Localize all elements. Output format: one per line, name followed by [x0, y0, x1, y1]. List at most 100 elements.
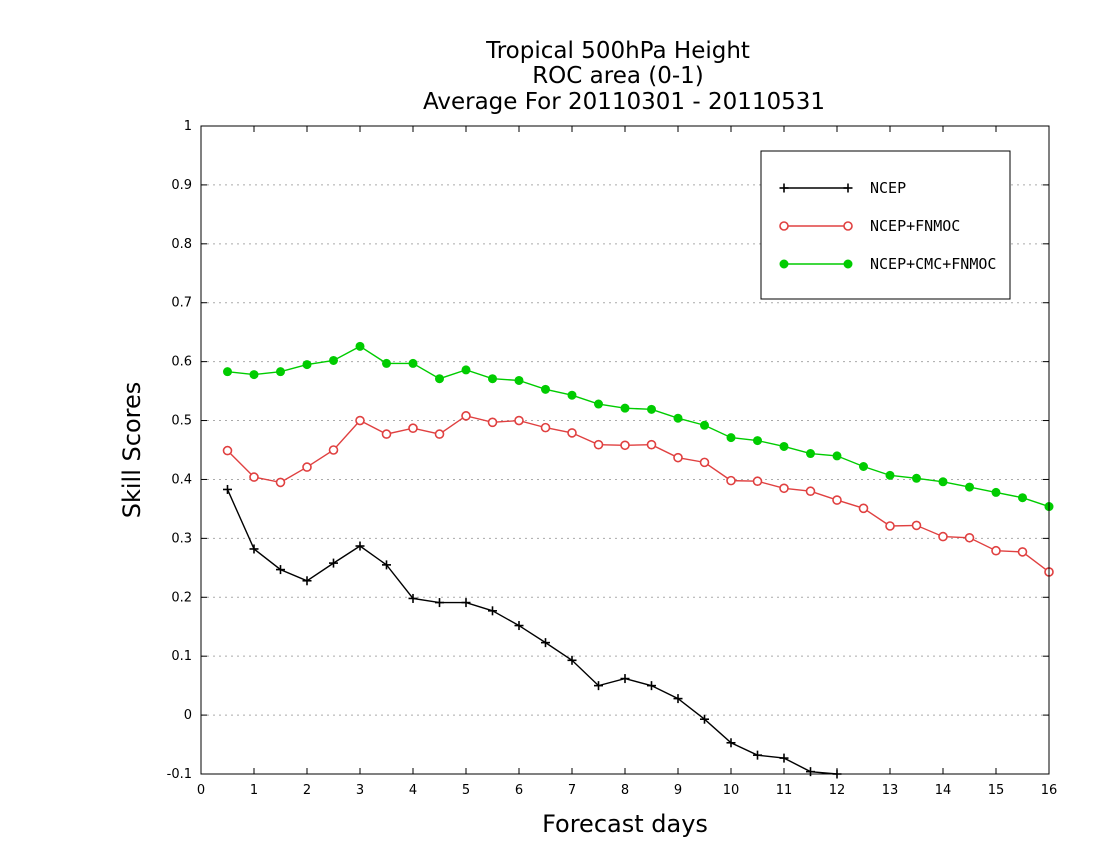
open-circle-marker [249, 472, 259, 482]
y-tick-label: 0.4 [171, 472, 192, 487]
plus-marker [408, 593, 418, 603]
filled-circle-marker [912, 473, 921, 483]
y-tick-label: 0.5 [171, 414, 192, 429]
open-circle-marker [540, 422, 551, 433]
open-circle-marker [832, 495, 842, 505]
filled-circle-marker [435, 374, 444, 384]
plus-marker [843, 183, 853, 193]
filled-circle-marker [620, 403, 630, 413]
plus-marker [355, 541, 365, 551]
open-circle-marker [938, 531, 948, 542]
plus-marker [488, 606, 497, 616]
filled-circle-marker [938, 477, 948, 487]
x-tick-label: 15 [988, 783, 1005, 798]
plus-marker [567, 655, 577, 665]
open-circle-marker [752, 476, 763, 487]
series-line [226, 489, 838, 775]
x-tick-label: 9 [674, 783, 682, 798]
y-tick-label: 0.9 [171, 178, 192, 193]
x-tick-label: 13 [882, 783, 899, 798]
plus-marker [806, 767, 815, 777]
plus-marker [753, 750, 762, 760]
y-tick-label: 0.1 [171, 649, 192, 664]
open-circle-marker [673, 452, 683, 463]
plus-marker [647, 681, 656, 691]
filled-circle-marker [700, 420, 709, 430]
filled-circle-marker [991, 487, 1001, 497]
x-tick-label: 4 [409, 783, 417, 798]
open-circle-marker [408, 423, 418, 434]
x-tick-label: 10 [723, 783, 740, 798]
series-line [227, 415, 1050, 573]
open-circle-marker [646, 439, 657, 450]
filled-circle-marker [843, 259, 853, 269]
y-tick-label: 0.6 [171, 355, 192, 370]
legend-entry: NCEP [779, 179, 906, 197]
plus-marker [726, 738, 736, 748]
y-tick-label: 0 [184, 708, 192, 723]
open-circle-marker [593, 439, 604, 450]
plus-marker [700, 714, 709, 724]
legend: NCEP NCEP+FNMOC NCEP+CMC+FNMOC [760, 150, 1011, 300]
plus-marker [382, 560, 391, 570]
open-circle-marker [726, 475, 736, 486]
x-tick-label: 8 [621, 783, 629, 798]
filled-circle-marker [832, 451, 842, 461]
filled-circle-marker [382, 358, 391, 368]
filled-circle-marker [541, 384, 550, 394]
open-circle-marker [885, 521, 895, 531]
series-ncep-cmc-fnmoc [223, 341, 1054, 512]
open-circle-marker [355, 415, 365, 426]
chart-title-line-2: ROC area (0-1) [532, 63, 704, 89]
filled-circle-marker [859, 461, 868, 471]
filled-circle-marker [355, 341, 365, 351]
x-axis-ticks: 0 1 2 3 4 5 6 7 8 9 10 11 12 13 14 15 16 [197, 126, 1057, 798]
y-tick-label: 0.8 [171, 237, 192, 252]
open-circle-marker [843, 221, 853, 231]
plus-marker [779, 753, 789, 763]
y-axis-ticks: -0.1 0 0.1 0.2 0.3 0.4 0.5 0.6 0.7 0.8 0.9 1 [167, 119, 1049, 782]
open-circle-marker [302, 462, 312, 472]
open-circle-marker [911, 520, 922, 531]
open-circle-marker [805, 486, 816, 497]
filled-circle-marker [965, 482, 974, 492]
filled-circle-marker [647, 404, 656, 414]
plus-marker [514, 621, 524, 631]
x-tick-label: 12 [829, 783, 846, 798]
filled-circle-marker [885, 470, 895, 480]
series-ncep-fnmoc [222, 411, 1054, 577]
x-tick-label: 11 [776, 783, 793, 798]
y-tick-label: 0.7 [171, 296, 192, 311]
filled-circle-marker [567, 390, 577, 400]
open-circle-marker [487, 417, 498, 428]
plus-marker [620, 674, 630, 684]
filled-circle-marker [461, 365, 471, 375]
filled-circle-marker [276, 367, 285, 377]
y-tick-label: 0.3 [171, 531, 192, 546]
x-tick-label: 5 [462, 783, 470, 798]
filled-circle-marker [779, 259, 789, 269]
filled-circle-marker [329, 355, 338, 365]
series-layer [222, 341, 1054, 779]
legend-label: NCEP [870, 179, 906, 197]
plus-marker [223, 484, 232, 494]
open-circle-marker [991, 545, 1001, 556]
x-tick-label: 7 [568, 783, 576, 798]
plus-marker [329, 558, 338, 568]
legend-label: NCEP+FNMOC [870, 217, 960, 235]
filled-circle-marker [514, 375, 524, 385]
x-tick-label: 16 [1041, 783, 1058, 798]
legend-box [760, 150, 1011, 300]
plus-marker [461, 598, 471, 608]
filled-circle-marker [726, 433, 736, 443]
y-axis-label: Skill Scores [118, 382, 146, 519]
series-ncep [223, 484, 842, 779]
open-circle-marker [328, 445, 339, 455]
x-tick-label: 1 [250, 783, 258, 798]
open-circle-marker [620, 440, 630, 451]
series-line [227, 345, 1050, 508]
filled-circle-marker [594, 399, 603, 409]
filled-circle-marker [1018, 493, 1027, 503]
filled-circle-marker [673, 413, 683, 423]
